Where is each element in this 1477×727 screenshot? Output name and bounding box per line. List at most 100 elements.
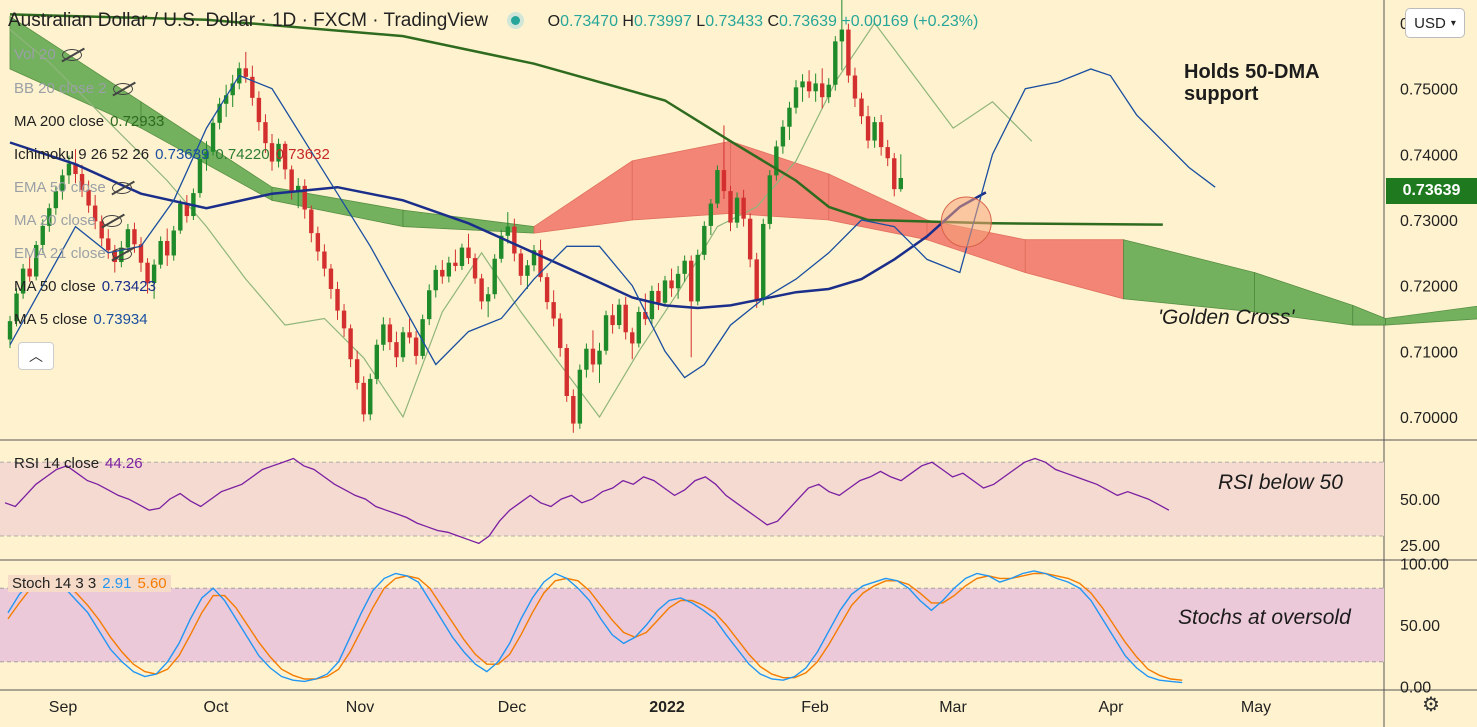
- candle-body: [322, 251, 327, 269]
- candle-body: [898, 177, 903, 190]
- candle-body: [138, 244, 144, 263]
- collapse-legend-button[interactable]: ︿: [18, 342, 54, 370]
- low-value: 0.73433: [705, 13, 764, 30]
- candle-body: [872, 122, 877, 141]
- price-tick-label: 0.72000: [1400, 279, 1458, 296]
- candle-body: [66, 163, 72, 176]
- legend-ma50[interactable]: MA 50 close 0.73423: [14, 278, 156, 295]
- candle-body: [459, 247, 465, 266]
- hidden-eye-icon[interactable]: [111, 248, 132, 261]
- time-tick-label: Apr: [1099, 699, 1125, 716]
- legend-bb[interactable]: BB 20 close 2: [14, 80, 133, 97]
- candle-body: [197, 158, 203, 194]
- hidden-eye-icon[interactable]: [112, 83, 133, 96]
- time-tick-label: Dec: [498, 699, 526, 716]
- candle-body: [721, 170, 727, 192]
- chevron-up-icon: ︿: [29, 348, 43, 364]
- rsi-line: [4, 457, 1170, 545]
- candle-body: [60, 175, 65, 192]
- high-value: 0.73997: [633, 13, 692, 30]
- candle-body: [289, 169, 294, 192]
- legend-ema21[interactable]: EMA 21 close: [14, 245, 132, 262]
- stoch-tick-label: 100.00: [1400, 557, 1449, 574]
- legend-ma20[interactable]: MA 20 close: [14, 212, 122, 229]
- legend-stoch[interactable]: Stoch 14 3 3 2.91 5.60: [8, 575, 171, 592]
- candle-body: [354, 359, 360, 383]
- candle-body: [263, 122, 268, 144]
- currency-select[interactable]: USD ▾: [1405, 8, 1465, 38]
- price-tick-label: 0.71000: [1400, 344, 1458, 361]
- stoch-band: [0, 588, 1384, 662]
- candle-body: [446, 262, 452, 277]
- candle-body: [734, 197, 740, 223]
- candle-body: [878, 122, 884, 148]
- gear-icon[interactable]: ⚙: [1422, 694, 1440, 716]
- candle-body: [813, 83, 818, 92]
- candle-body: [158, 241, 163, 265]
- candle-body: [616, 304, 622, 326]
- candle-body: [892, 158, 897, 190]
- candle-body: [531, 250, 537, 266]
- candle-body: [27, 268, 32, 277]
- candle-body: [400, 332, 406, 358]
- open-value: 0.73470: [560, 13, 618, 30]
- legend-ma5[interactable]: MA 5 close 0.73934: [14, 311, 148, 328]
- rsi-tick-label: 25.00: [1400, 538, 1440, 555]
- candle-body: [512, 226, 517, 254]
- candle-body: [623, 304, 628, 333]
- candle-body: [132, 229, 137, 245]
- candle-body: [361, 382, 366, 415]
- ichimoku-cloud-segment: [1123, 239, 1255, 313]
- candle-body: [427, 290, 432, 320]
- candle-body: [14, 293, 19, 322]
- candle-body: [335, 288, 340, 311]
- candle-body: [702, 225, 707, 255]
- legend-vol[interactable]: Vol 20: [14, 46, 82, 63]
- annotation-stoch: Stochs at oversold: [1178, 606, 1351, 629]
- candle-body: [472, 258, 478, 279]
- symbol-title[interactable]: Australian Dollar / U.S. Dollar: [8, 10, 256, 31]
- candle-body: [747, 218, 753, 260]
- candle-body: [518, 253, 524, 276]
- candle-body: [564, 348, 569, 396]
- candle-body: [859, 98, 864, 117]
- candle-body: [669, 280, 674, 289]
- candle-body: [630, 332, 635, 344]
- legend-ma200[interactable]: MA 200 close 0.72933: [14, 113, 165, 130]
- candle-body: [315, 233, 321, 252]
- candle-body: [302, 185, 307, 210]
- ma5-line: [9, 68, 1216, 379]
- candle-body: [695, 254, 700, 302]
- legend-ema50[interactable]: EMA 50 close: [14, 179, 132, 196]
- candle-body: [374, 344, 379, 379]
- candle-body: [165, 241, 170, 256]
- candle-body: [466, 247, 471, 259]
- hidden-eye-icon[interactable]: [61, 49, 82, 62]
- candle-body: [217, 103, 222, 123]
- candle-body: [145, 262, 150, 284]
- candle-body: [551, 302, 556, 319]
- ichimoku-cloud-segment: [1385, 305, 1477, 326]
- candle-body: [846, 29, 851, 76]
- legend-rsi[interactable]: RSI 14 close 44.26: [14, 455, 143, 472]
- legend-ichimoku[interactable]: Ichimoku 9 26 52 26 0.73639 0.74220 0.73632: [14, 146, 330, 163]
- lagging-span-line: [9, 21, 1033, 419]
- candle-body: [276, 143, 281, 162]
- hidden-eye-icon[interactable]: [101, 215, 122, 228]
- stoch-tick-label: 0.00: [1400, 679, 1431, 696]
- ichimoku-cloud-segment: [828, 173, 928, 241]
- candle-body: [178, 203, 183, 231]
- data-source: FXCM: [313, 10, 367, 31]
- hidden-eye-icon[interactable]: [111, 182, 132, 195]
- candle-body: [885, 147, 890, 159]
- stoch-tick-label: 50.00: [1400, 618, 1440, 635]
- ma50-line: [9, 141, 987, 310]
- candle-body: [453, 262, 458, 266]
- candle-body: [210, 122, 216, 152]
- candle-body: [820, 83, 825, 98]
- candle-body: [610, 315, 615, 326]
- candle-body: [865, 116, 871, 141]
- candle-body: [826, 84, 831, 98]
- interval[interactable]: 1D: [271, 10, 297, 31]
